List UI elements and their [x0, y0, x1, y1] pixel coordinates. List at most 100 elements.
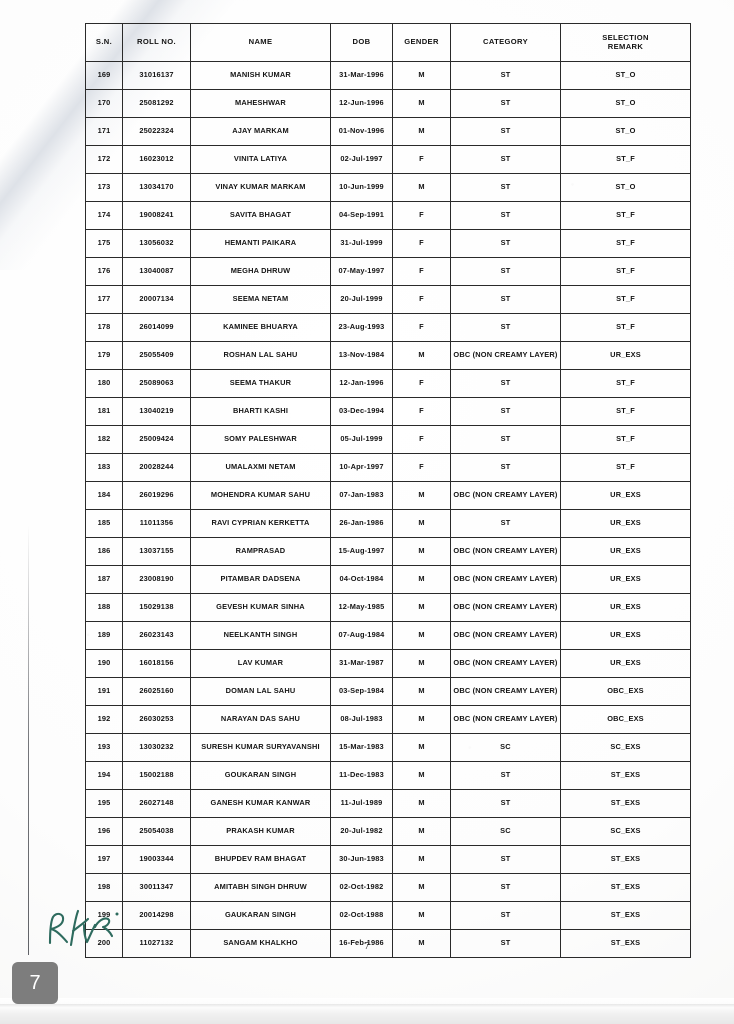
cell-gender: M [392, 761, 451, 790]
cell-selection-remark: ST_F [560, 425, 691, 454]
cell-category: ST [450, 61, 561, 90]
cell-roll-no: 31016137 [122, 61, 191, 90]
cell-category: SC [450, 733, 561, 762]
cell-roll-no: 11011356 [122, 509, 191, 538]
cell-gender: M [392, 621, 451, 650]
cell-selection-remark: ST_F [560, 285, 691, 314]
cell-gender: M [392, 845, 451, 874]
cell-selection-remark: UR_EXS [560, 649, 691, 678]
cell-dob: 02-Oct-1988 [330, 901, 393, 930]
table-row: 194 15002188 GOUKARAN SINGH 11-Dec-1983 M ST S… [85, 761, 691, 790]
cell-roll-no: 25081292 [122, 89, 191, 118]
cell-name: RAMPRASAD [190, 537, 331, 566]
table-row: 184 26019296 MOHENDRA KUMAR SAHU 07-Jan-198… [85, 481, 691, 510]
cell-roll-no: 16023012 [122, 145, 191, 174]
cell-dob: 30-Jun-1983 [330, 845, 393, 874]
cell-dob: 26-Jan-1986 [330, 509, 393, 538]
cell-name: HEMANTI PAIKARA [190, 229, 331, 258]
cell-selection-remark: UR_EXS [560, 481, 691, 510]
cell-roll-no: 13040087 [122, 257, 191, 286]
cell-selection-remark: ST_F [560, 453, 691, 482]
cell-category: ST [450, 145, 561, 174]
cell-selection-remark: ST_EXS [560, 789, 691, 818]
cell-dob: 07-Aug-1984 [330, 621, 393, 650]
cell-name: AMITABH SINGH DHRUW [190, 873, 331, 902]
cell-sn: 193 [85, 733, 123, 762]
table-row: 193 13030232 SURESH KUMAR SURYAVANSHI 15-Ma… [85, 733, 691, 762]
cell-gender: M [392, 61, 451, 90]
cell-selection-remark: ST_EXS [560, 929, 691, 958]
table-row: 189 26023143 NEELKANTH SINGH 07-Aug-1984 M OB… [85, 621, 691, 650]
cell-roll-no: 13037155 [122, 537, 191, 566]
cell-roll-no: 26025160 [122, 677, 191, 706]
cell-category: OBC (NON CREAMY LAYER) [450, 593, 561, 622]
cell-roll-no: 20028244 [122, 453, 191, 482]
table-row: 182 25009424 SOMY PALESHWAR 05-Jul-1999 F ST S… [85, 425, 691, 454]
table-row: 199 20014298 GAUKARAN SINGH 02-Oct-1988 M ST S… [85, 901, 691, 930]
cell-sn: 191 [85, 677, 123, 706]
cell-sn: 199 [85, 901, 123, 930]
cell-name: MEGHA DHRUW [190, 257, 331, 286]
cell-dob: 05-Jul-1999 [330, 425, 393, 454]
table-row: 178 26014099 KAMINEE BHUARYA 23-Aug-1993 F ST… [85, 313, 691, 342]
cell-name: LAV KUMAR [190, 649, 331, 678]
cell-gender: F [392, 257, 451, 286]
cell-dob: 31-Mar-1987 [330, 649, 393, 678]
cell-sn: 195 [85, 789, 123, 818]
cell-sn: 178 [85, 313, 123, 342]
cell-category: ST [450, 789, 561, 818]
cell-gender: M [392, 481, 451, 510]
cell-roll-no: 15029138 [122, 593, 191, 622]
cell-roll-no: 25009424 [122, 425, 191, 454]
cell-roll-no: 26023143 [122, 621, 191, 650]
cell-category: OBC (NON CREAMY LAYER) [450, 677, 561, 706]
cell-name: SURESH KUMAR SURYAVANSHI [190, 733, 331, 762]
cell-name: BHARTI KASHI [190, 397, 331, 426]
cell-sn: 171 [85, 117, 123, 146]
cell-gender: F [392, 313, 451, 342]
cell-category: ST [450, 509, 561, 538]
candidate-roster-table: S.N. ROLL NO. NAME DOB GENDER CATEGORY S… [85, 23, 691, 958]
cell-gender: F [392, 453, 451, 482]
cell-dob: 07-May-1997 [330, 257, 393, 286]
cell-dob: 03-Sep-1984 [330, 677, 393, 706]
cell-selection-remark: ST_F [560, 397, 691, 426]
cell-sn: 189 [85, 621, 123, 650]
cell-selection-remark: ST_F [560, 369, 691, 398]
cell-dob: 12-May-1985 [330, 593, 393, 622]
cell-dob: 01-Nov-1996 [330, 117, 393, 146]
cell-dob: 13-Nov-1984 [330, 341, 393, 370]
table-row: 173 13034170 VINAY KUMAR MARKAM 10-Jun-1999… [85, 173, 691, 202]
cell-dob: 11-Jul-1989 [330, 789, 393, 818]
cell-name: GANESH KUMAR KANWAR [190, 789, 331, 818]
cell-selection-remark: ST_O [560, 117, 691, 146]
cell-selection-remark: UR_EXS [560, 509, 691, 538]
cell-gender: M [392, 705, 451, 734]
table-row: 188 15029138 GEVESH KUMAR SINHA 12-May-1985… [85, 593, 691, 622]
cell-category: ST [450, 89, 561, 118]
cell-name: KAMINEE BHUARYA [190, 313, 331, 342]
cell-roll-no: 23008190 [122, 565, 191, 594]
cell-name: GAUKARAN SINGH [190, 901, 331, 930]
cell-category: SC [450, 817, 561, 846]
cell-selection-remark: ST_F [560, 229, 691, 258]
cell-sn: 198 [85, 873, 123, 902]
column-header-selection-line1: SELECTION [602, 32, 649, 42]
table-row: 177 20007134 SEEMA NETAM 20-Jul-1999 F ST ST_F [85, 285, 691, 314]
cell-category: ST [450, 313, 561, 342]
cell-selection-remark: ST_F [560, 257, 691, 286]
cell-name: MOHENDRA KUMAR SAHU [190, 481, 331, 510]
cell-gender: M [392, 565, 451, 594]
page-number-badge[interactable]: 7 [12, 962, 58, 1004]
cell-dob: 12-Jan-1996 [330, 369, 393, 398]
cell-dob: 23-Aug-1993 [330, 313, 393, 342]
cell-dob: 12-Jun-1996 [330, 89, 393, 118]
cell-name: RAVI CYPRIAN KERKETTA [190, 509, 331, 538]
cell-gender: M [392, 677, 451, 706]
cell-category: OBC (NON CREAMY LAYER) [450, 649, 561, 678]
cell-sn: 175 [85, 229, 123, 258]
cell-roll-no: 13040219 [122, 397, 191, 426]
cell-sn: 185 [85, 509, 123, 538]
cell-gender: M [392, 733, 451, 762]
cell-category: ST [450, 117, 561, 146]
